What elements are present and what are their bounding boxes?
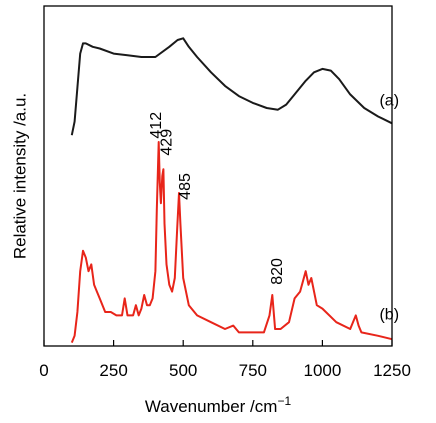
x-tick-label: 1250 bbox=[373, 361, 411, 380]
annotation-label: 412 bbox=[148, 112, 165, 139]
annotation-label: 820 bbox=[269, 258, 286, 285]
annotation-label: (b) bbox=[379, 307, 399, 324]
y-axis-title: Relative intensity /a.u. bbox=[10, 93, 29, 259]
x-axis-title: Wavenumber /cm−1 bbox=[145, 394, 292, 416]
x-axis-title-superscript: −1 bbox=[277, 394, 291, 408]
annotation-label: (a) bbox=[379, 92, 399, 109]
series-line-a bbox=[70, 37, 393, 136]
annotation-label: 429 bbox=[158, 129, 175, 156]
x-tick-label: 250 bbox=[99, 361, 127, 380]
x-axis-title-text: Wavenumber /cm bbox=[145, 397, 278, 416]
series-line-b bbox=[70, 141, 393, 343]
x-tick-label: 750 bbox=[239, 361, 267, 380]
plot-frame bbox=[43, 5, 393, 347]
x-tick-label: 1000 bbox=[303, 361, 341, 380]
x-tick-label: 0 bbox=[39, 361, 48, 380]
x-axis-ticks: 0 250 500 750 1000 1250 bbox=[39, 340, 411, 380]
annotation-label: 485 bbox=[177, 173, 194, 200]
x-tick-label: 500 bbox=[169, 361, 197, 380]
